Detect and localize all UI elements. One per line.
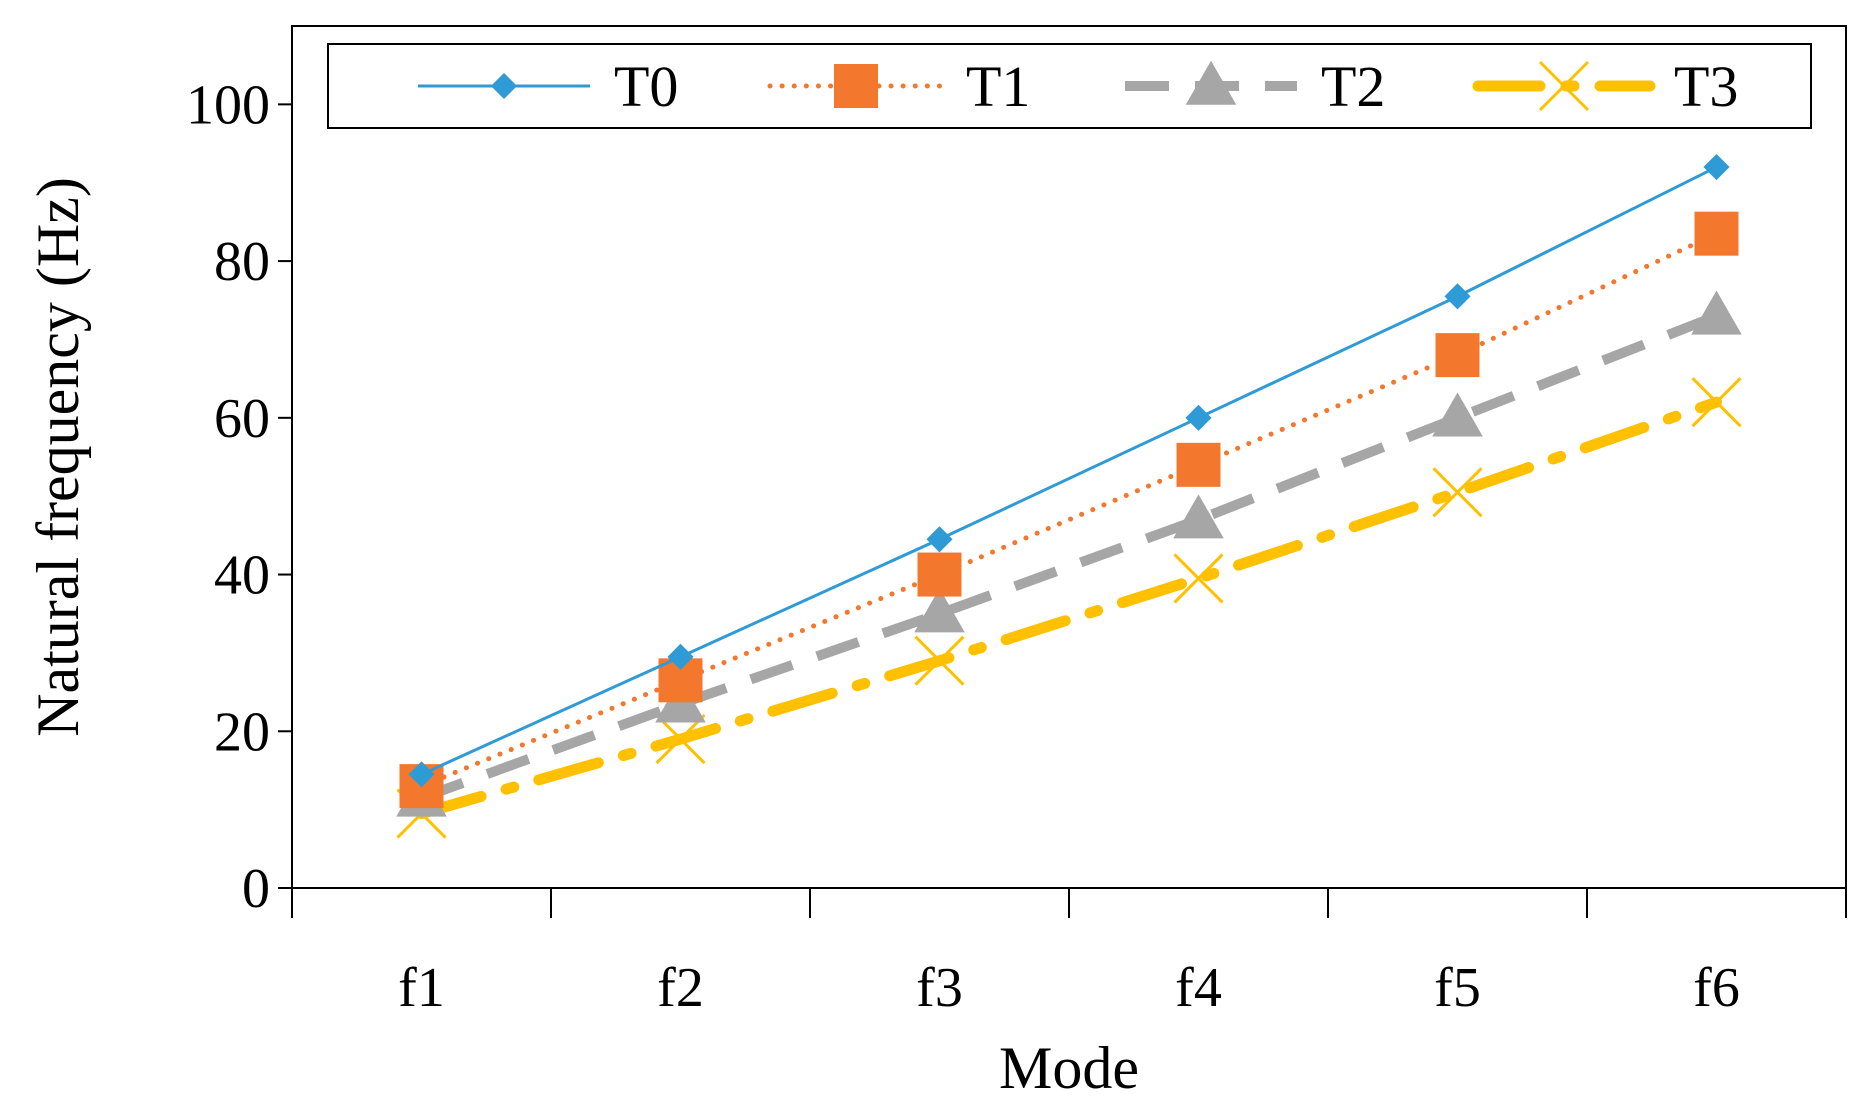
data-point-t0 xyxy=(926,526,953,553)
x-axis: f1 f2 f3 f4 f5 f6 xyxy=(291,888,1847,1019)
data-point-t3 xyxy=(1691,377,1742,428)
legend-marker-t2 xyxy=(1185,60,1237,105)
y-tick-label: 60 xyxy=(214,388,270,450)
legend-marker-t3-stroke xyxy=(1538,60,1590,112)
data-point-t3-stroke xyxy=(655,714,706,765)
legend-marker-t0 xyxy=(490,72,518,100)
data-point-t3 xyxy=(1432,467,1483,518)
y-tick-label: 80 xyxy=(214,231,270,293)
legend-label-t1: T1 xyxy=(966,54,1030,119)
legend-label-t0: T0 xyxy=(614,54,678,119)
data-point-t1 xyxy=(917,552,962,597)
x-tick-label: f6 xyxy=(1693,957,1740,1019)
data-point-t0 xyxy=(667,643,694,670)
data-point-t1 xyxy=(1694,211,1739,256)
y-tick-label: 40 xyxy=(214,545,270,607)
series-t0 xyxy=(408,153,1730,788)
y-tick-label: 20 xyxy=(214,701,270,763)
legend-item-t2: T2 xyxy=(1125,54,1385,119)
x-tick-label: f1 xyxy=(398,957,445,1019)
x-tick-label: f5 xyxy=(1434,957,1481,1019)
series-line-t0 xyxy=(420,165,1718,776)
y-tick-label: 100 xyxy=(186,74,270,136)
x-tick-label: f2 xyxy=(657,957,704,1019)
y-axis: 0 20 40 60 80 100 xyxy=(186,74,292,920)
legend-item-t3: T3 xyxy=(1472,54,1738,119)
y-tick-label: 0 xyxy=(242,858,270,920)
data-point-t0 xyxy=(1185,404,1212,431)
data-point-t2 xyxy=(1173,494,1224,539)
series-t2 xyxy=(396,290,1742,817)
data-point-t0 xyxy=(1444,283,1471,310)
data-point-t3-stroke xyxy=(914,635,965,686)
series-t3 xyxy=(396,377,1742,839)
series-line-t1 xyxy=(419,231,1719,789)
data-point-t2 xyxy=(914,588,965,633)
legend-label-t3: T3 xyxy=(1674,54,1738,119)
y-axis-title: Natural frequency (Hz) xyxy=(25,177,91,737)
data-point-t2 xyxy=(1432,392,1483,437)
legend: T0 T1 T2 T3 xyxy=(327,43,1812,129)
x-tick-label: f3 xyxy=(916,957,963,1019)
data-point-t3 xyxy=(1173,553,1224,604)
legend-marker-t1 xyxy=(834,64,878,108)
x-tick-label: f4 xyxy=(1175,957,1222,1019)
data-point-t3-stroke xyxy=(1173,553,1224,604)
data-point-t2 xyxy=(1691,290,1742,335)
data-point-t3 xyxy=(655,714,706,765)
x-axis-title: Mode xyxy=(999,1035,1139,1101)
data-point-t3-stroke xyxy=(1432,467,1483,518)
legend-item-t1: T1 xyxy=(767,54,1030,119)
data-point-t3-stroke xyxy=(1691,377,1742,428)
legend-label-t2: T2 xyxy=(1321,54,1385,119)
data-point-t3 xyxy=(914,635,965,686)
data-point-t0 xyxy=(1703,153,1730,181)
legend-marker-t3 xyxy=(1538,60,1590,112)
series-line-t3 xyxy=(416,396,1722,820)
data-point-t1 xyxy=(1176,442,1221,487)
data-point-t1 xyxy=(1435,333,1480,378)
data-point-t0 xyxy=(408,761,435,788)
series-line-t2 xyxy=(419,311,1719,803)
series-layer xyxy=(396,153,1742,839)
legend-item-t0: T0 xyxy=(418,54,678,119)
